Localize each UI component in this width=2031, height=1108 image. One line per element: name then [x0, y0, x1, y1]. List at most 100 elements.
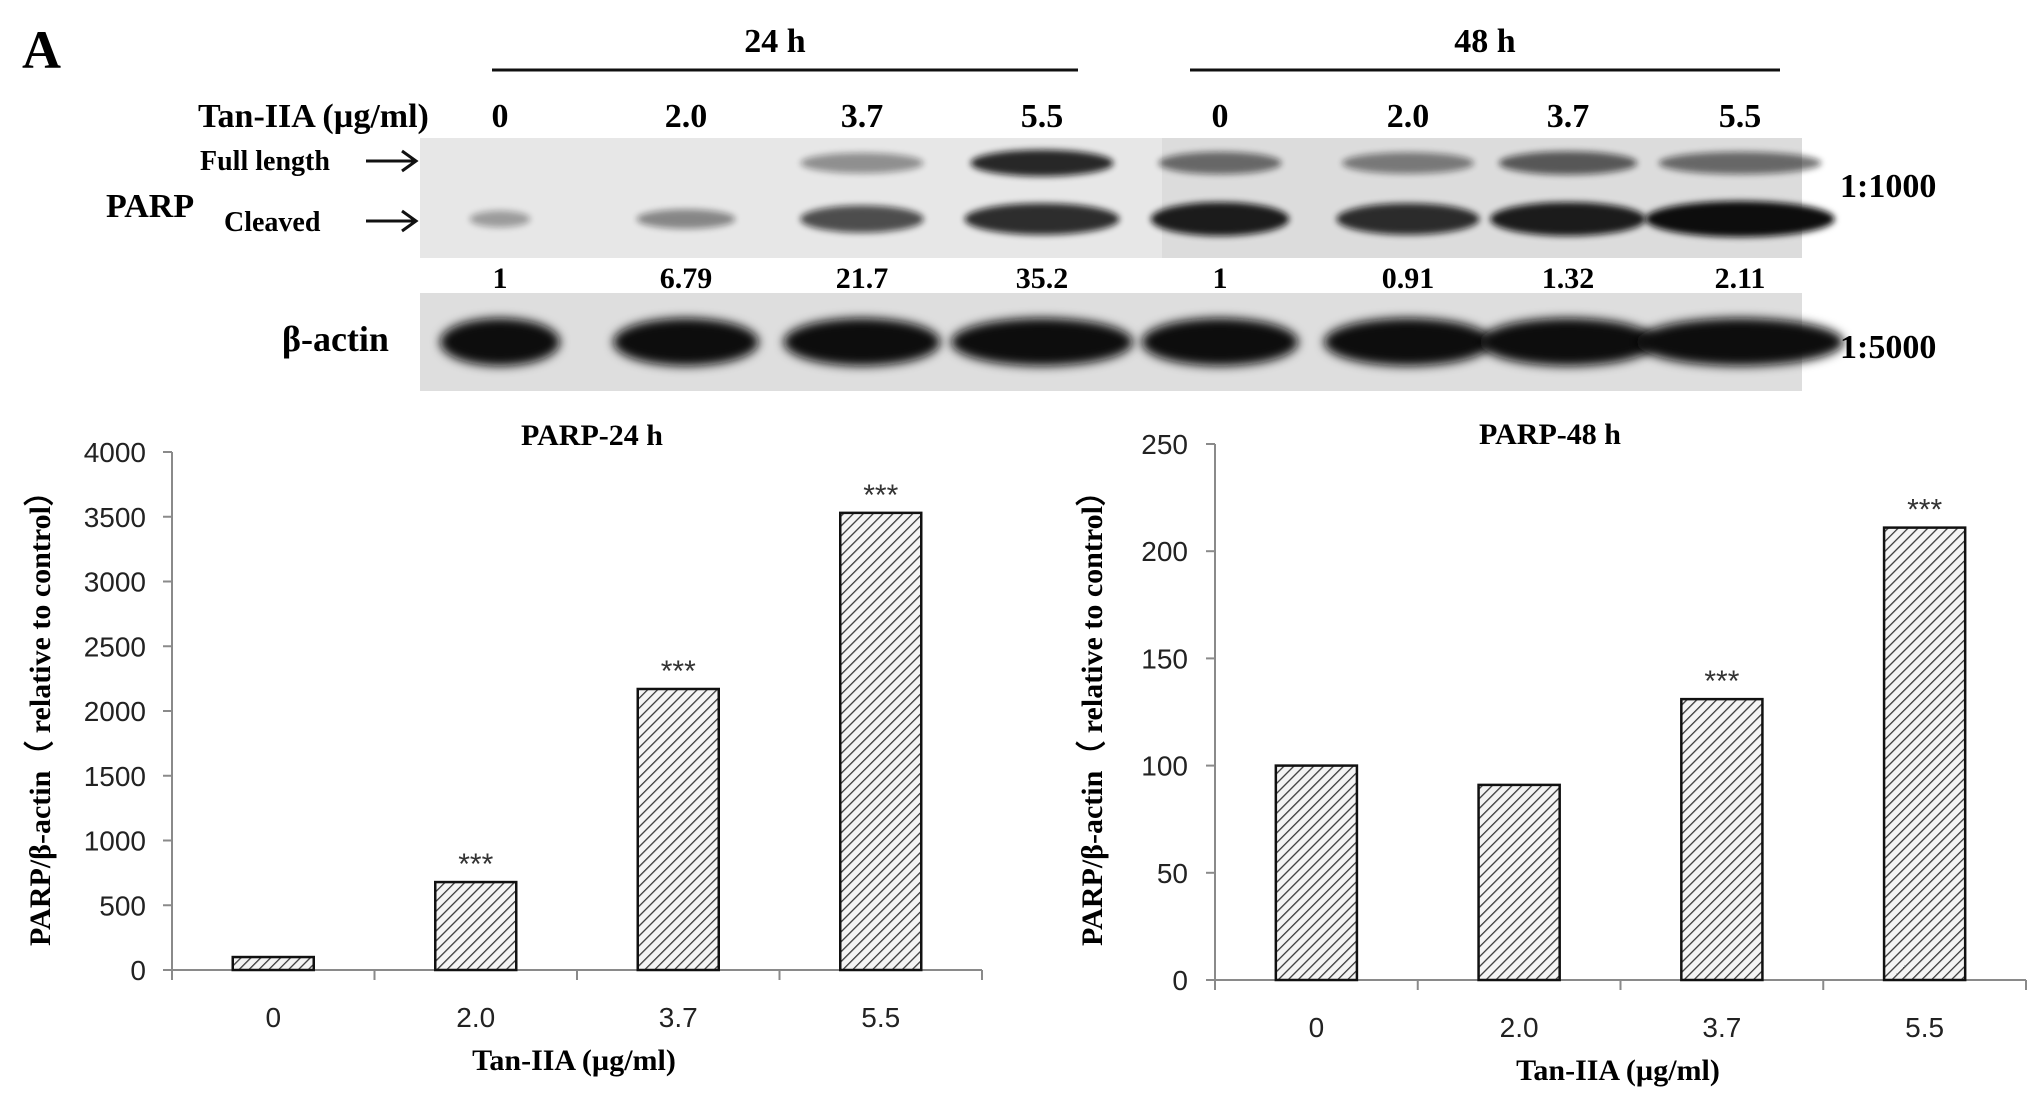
ratio-label: 35.2	[1016, 262, 1069, 295]
actin-bands	[440, 318, 1844, 366]
bar	[1477, 783, 1561, 982]
category-label: 3.7	[659, 1002, 698, 1033]
dose-label: 0	[492, 98, 509, 135]
actin-band	[783, 318, 941, 366]
cleaved-band	[1645, 201, 1835, 237]
actin-band	[1636, 318, 1844, 366]
cleaved-band	[1336, 203, 1480, 235]
significance-label: ***	[1704, 665, 1739, 698]
actin-band	[1479, 318, 1657, 366]
ratio-label: 0.91	[1382, 262, 1435, 295]
parp-label: PARP	[106, 188, 194, 225]
significance-label: ***	[661, 655, 696, 688]
x-axis-label: Tan-IIA (µg/ml)	[1516, 1054, 1720, 1087]
dose-label: 2.0	[1387, 98, 1430, 135]
actin-band	[440, 318, 560, 366]
y-tick-label: 1000	[84, 826, 146, 857]
ratio-label: 2.11	[1715, 262, 1766, 295]
y-tick-label: 50	[1157, 858, 1188, 889]
actin-band	[1324, 318, 1492, 366]
category-label: 0	[1309, 1012, 1325, 1043]
ratio-label: 1	[1213, 262, 1228, 295]
chart-title: PARP-48 h	[1479, 418, 1621, 451]
bar	[1274, 764, 1359, 982]
cleaved-band	[636, 209, 736, 229]
full-length-band	[1158, 151, 1282, 175]
actin-band	[1141, 318, 1299, 366]
dose-label: 0	[1212, 98, 1229, 135]
ratio-label: 6.79	[660, 262, 713, 295]
cleaved-band	[964, 203, 1120, 235]
y-tick-label: 250	[1141, 429, 1188, 460]
y-tick-label: 3000	[84, 567, 146, 598]
full-length-arrow	[366, 149, 419, 173]
cleaved-band	[1150, 202, 1290, 236]
cleaved-band	[800, 205, 924, 233]
bar	[434, 880, 518, 972]
ratio-row: 1 6.79 21.7 35.2 1 0.91 1.32 2.11	[493, 262, 1766, 295]
y-tick-label: 200	[1141, 536, 1188, 567]
category-label: 2.0	[1500, 1012, 1539, 1043]
time-group-48h: 48 h	[1190, 23, 1780, 72]
bar	[1680, 697, 1764, 982]
time-label-48h: 48 h	[1454, 23, 1516, 60]
dose-header: Tan-IIA (µg/ml)	[198, 98, 429, 135]
x-axis-label: Tan-IIA (µg/ml)	[472, 1044, 676, 1077]
full-length-band	[970, 149, 1114, 177]
ratio-label: 1	[493, 262, 508, 295]
full-length-band	[800, 152, 924, 174]
y-tick-label: 150	[1141, 643, 1188, 674]
y-tick-label: 2500	[84, 631, 146, 662]
dose-label: 3.7	[1547, 98, 1590, 135]
parp-blot	[420, 138, 1835, 258]
significance-label: ***	[863, 479, 898, 512]
y-tick-label: 4000	[84, 437, 146, 468]
time-label-24h: 24 h	[744, 23, 806, 60]
cleaved-band	[469, 210, 531, 228]
significance-label: ***	[1907, 494, 1942, 527]
chart-parp-24h: PARP-24 h 0 500 1000 1500 2000 2500 3000 3500 400…	[23, 419, 983, 1077]
significance-label: ***	[458, 848, 493, 881]
y-tick-label: 100	[1141, 751, 1188, 782]
category-label: 0	[265, 1002, 281, 1033]
category-label: 3.7	[1702, 1012, 1741, 1043]
dose-label: 5.5	[1021, 98, 1064, 135]
actin-blot	[420, 293, 1844, 391]
actin-label: β-actin	[282, 319, 389, 359]
bar	[231, 955, 315, 972]
panel-label: A	[22, 20, 61, 80]
ratio-label: 1.32	[1542, 262, 1595, 295]
y-axis-label: PARP/β-actin（ relative to control）	[23, 476, 57, 946]
actin-dilution: 1:5000	[1840, 329, 1936, 366]
y-tick-label: 500	[99, 890, 146, 921]
full-length-band	[1658, 151, 1822, 175]
ratio-label: 21.7	[836, 262, 889, 295]
bar	[1882, 526, 1967, 982]
category-label: 5.5	[861, 1002, 900, 1033]
actin-band	[613, 318, 759, 366]
y-tick-label: 1500	[84, 761, 146, 792]
y-tick-label: 0	[1172, 965, 1188, 996]
parp-bands	[469, 149, 1835, 237]
chart-title: PARP-24 h	[521, 419, 663, 452]
dose-label: 5.5	[1719, 98, 1762, 135]
bar	[636, 687, 720, 972]
dose-label: 3.7	[841, 98, 884, 135]
full-length-label: Full length	[200, 146, 330, 177]
category-label: 2.0	[456, 1002, 495, 1033]
y-tick-label: 0	[130, 955, 146, 986]
actin-band	[951, 318, 1133, 366]
full-length-band	[1342, 152, 1474, 174]
category-label: 5.5	[1905, 1012, 1944, 1043]
y-axis-label: PARP/β-actin（ relative to control）	[1075, 476, 1109, 946]
parp-dilution: 1:1000	[1840, 168, 1936, 205]
full-length-band	[1498, 151, 1638, 175]
cleaved-arrow	[366, 209, 419, 233]
dose-label: 2.0	[665, 98, 708, 135]
y-tick-label: 3500	[84, 502, 146, 533]
cleaved-band	[1490, 202, 1646, 236]
cleaved-label: Cleaved	[224, 207, 321, 238]
y-tick-label: 2000	[84, 696, 146, 727]
time-group-24h: 24 h	[492, 23, 1078, 72]
